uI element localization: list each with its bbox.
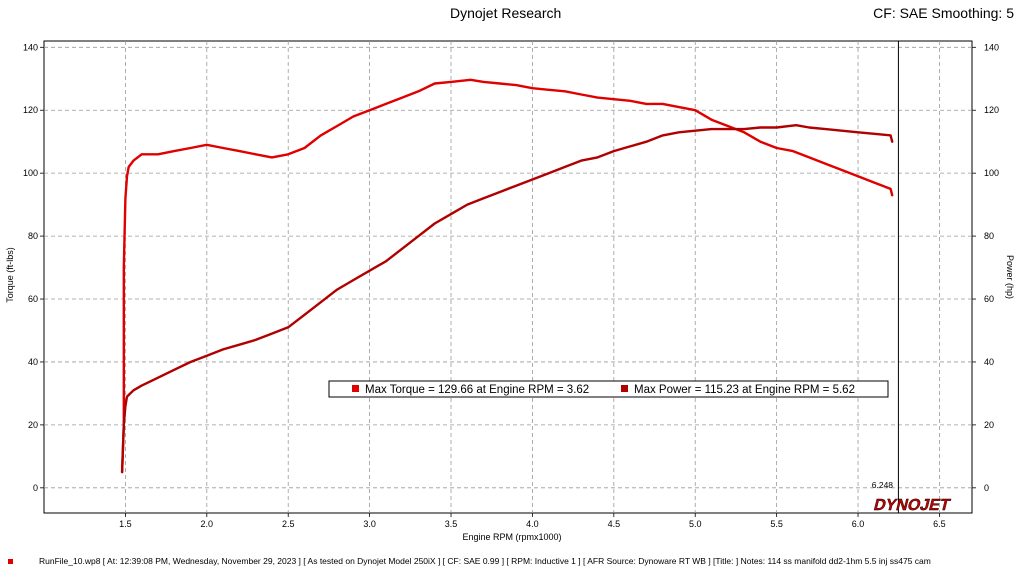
rpm-cursor-label: 6.248 — [872, 480, 894, 490]
x-tick-label: 6.5 — [933, 519, 946, 529]
axis-ticks: 1.5 2.0 2.5 3.0 3.5 4.0 4.5 5.0 5.5 6.0 6.5 0 0 20 20 4… — [23, 42, 999, 529]
y-tick-label: 40 — [28, 357, 38, 367]
series-group — [120, 78, 894, 474]
dyno-chart: 1.5 2.0 2.5 3.0 3.5 4.0 4.5 5.0 5.5 6.0 6.5 0 0 20 20 4… — [5, 40, 1015, 542]
y2-tick-label: 0 — [984, 483, 989, 493]
x-tick-label: 4.0 — [526, 519, 539, 529]
y-tick-label: 140 — [23, 42, 38, 52]
x-tick-label: 6.0 — [852, 519, 865, 529]
y-tick-label: 80 — [28, 231, 38, 241]
y-tick-label: 100 — [23, 168, 38, 178]
power-curve — [120, 123, 894, 474]
x-tick-label: 2.0 — [201, 519, 214, 529]
logo-text: DYNOJET — [872, 496, 952, 514]
y-tick-label: 20 — [28, 420, 38, 430]
x-tick-label: 3.5 — [445, 519, 458, 529]
y2-tick-label: 120 — [984, 105, 999, 115]
legend-box — [328, 380, 889, 398]
legend-swatch-power — [621, 385, 628, 392]
grid — [44, 41, 972, 513]
y-axis-label: Torque (ft-lbs) — [5, 247, 15, 303]
legend-power-text: Max Power = 115.23 at Engine RPM = 5.62 — [634, 384, 855, 396]
y-tick-label: 0 — [33, 483, 38, 493]
torque-curve — [120, 78, 894, 474]
run-info-text: RunFile_10.wp8 [ At: 12:39:08 PM, Wednes… — [39, 556, 931, 566]
correction-smoothing-info: CF: SAE Smoothing: 5 — [873, 5, 1014, 21]
x-tick-label: 4.5 — [608, 519, 621, 529]
plot-area — [43, 40, 973, 514]
x-axis-label: Engine RPM (rpmx1000) — [462, 532, 561, 542]
footer-marker — [8, 559, 13, 565]
legend-torque-text: Max Torque = 129.66 at Engine RPM = 3.62 — [365, 384, 589, 396]
legend: Max Torque = 129.66 at Engine RPM = 3.62… — [328, 380, 889, 398]
y-tick-label: 120 — [23, 105, 38, 115]
y2-tick-label: 60 — [984, 294, 994, 304]
y-tick-label: 60 — [28, 294, 38, 304]
x-tick-label: 5.0 — [689, 519, 702, 529]
x-tick-label: 2.5 — [282, 519, 295, 529]
y2-tick-label: 80 — [984, 231, 994, 241]
dynojet-logo: DYNOJET — [872, 496, 952, 514]
chart-title: Dynojet Research — [450, 5, 562, 21]
y2-tick-label: 140 — [984, 42, 999, 52]
legend-swatch-torque — [352, 385, 359, 392]
x-tick-label: 3.0 — [363, 519, 376, 529]
x-tick-label: 1.5 — [119, 519, 132, 529]
y2-tick-label: 40 — [984, 357, 994, 367]
x-tick-label: 5.5 — [770, 519, 783, 529]
run-info-footer: RunFile_10.wp8 [ At: 12:39:08 PM, Wednes… — [8, 556, 931, 566]
y2-tick-label: 20 — [984, 420, 994, 430]
cursor-group: 6.248 — [872, 41, 899, 513]
y2-tick-label: 100 — [984, 168, 999, 178]
y2-axis-label: Power (hp) — [1005, 255, 1015, 299]
